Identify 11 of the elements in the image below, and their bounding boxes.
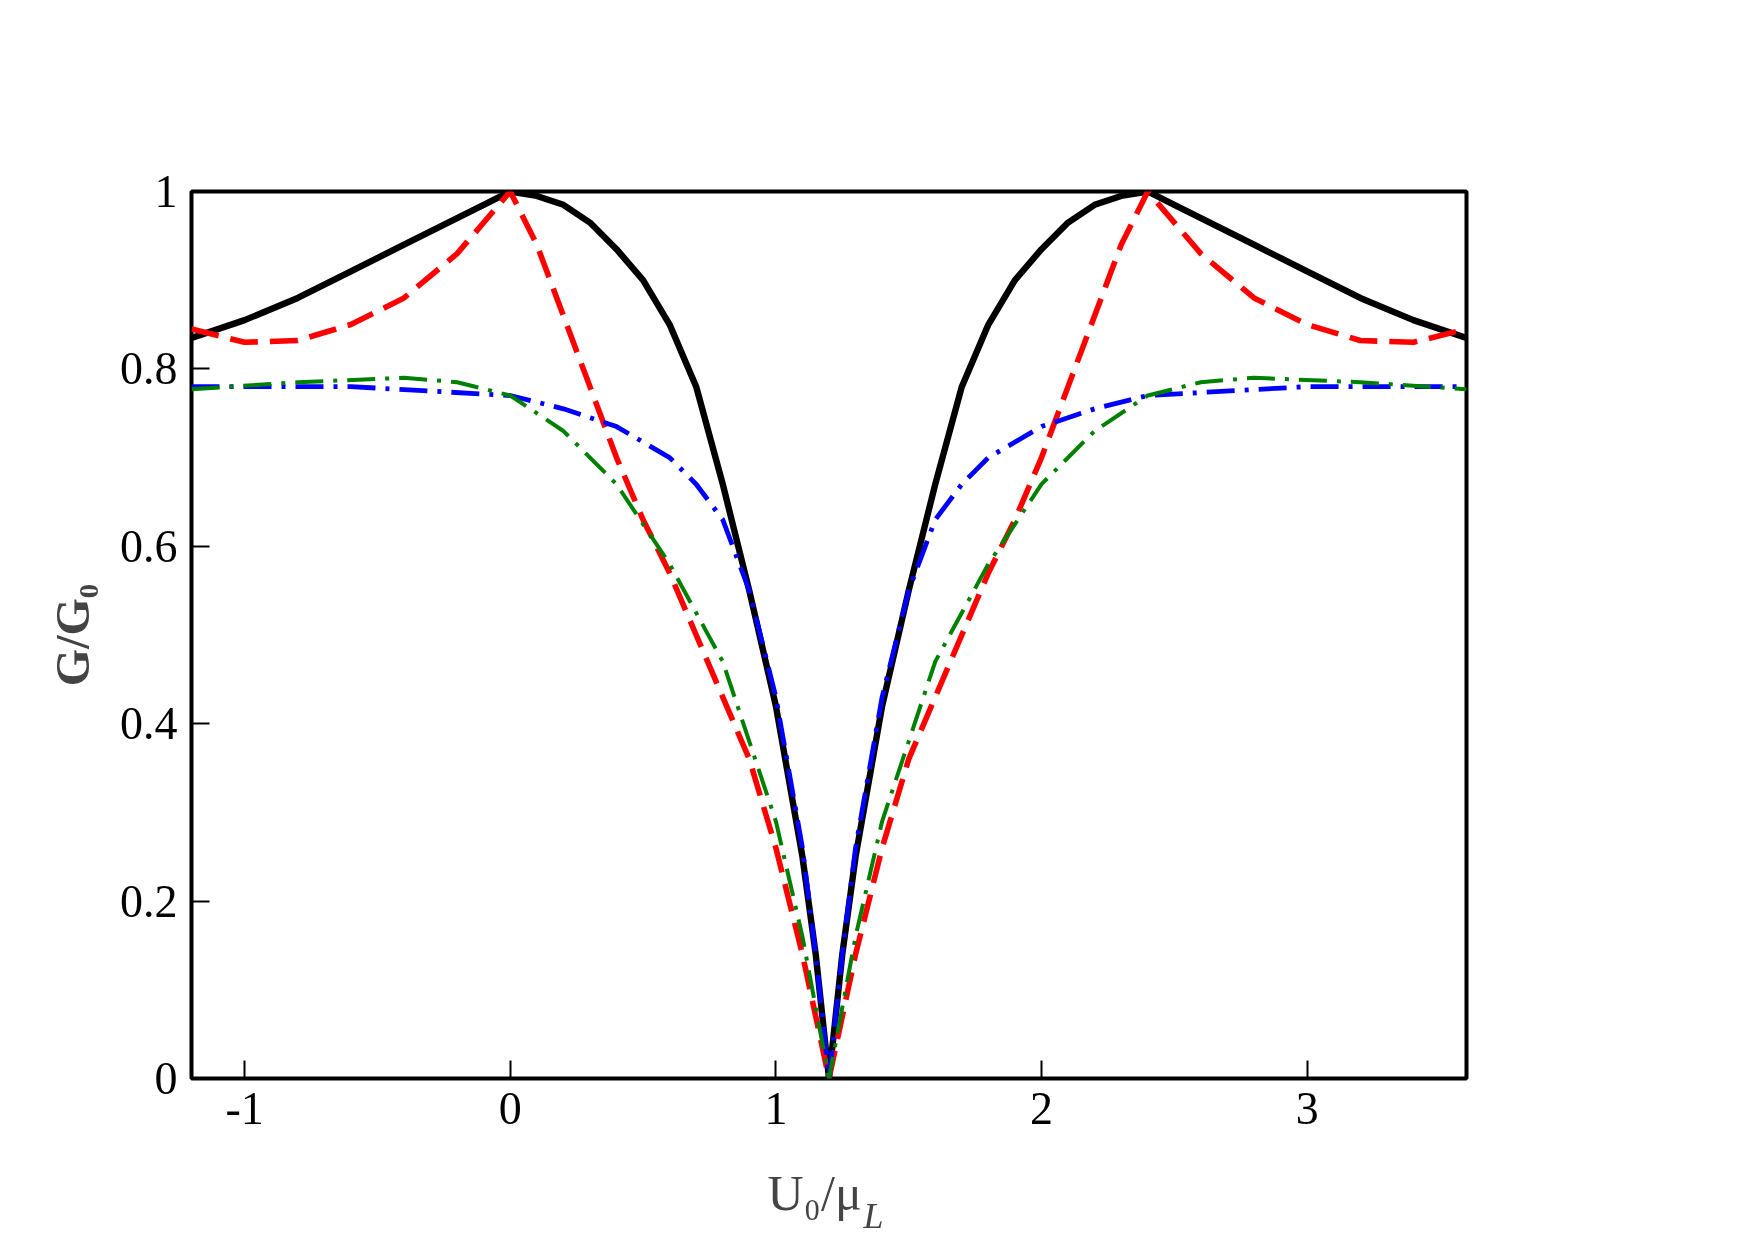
x-tick-label: -1 xyxy=(225,1082,264,1134)
x-tick-label: 2 xyxy=(1030,1082,1053,1134)
x-tick-label: 0 xyxy=(498,1082,522,1134)
y-tick-label: 1 xyxy=(154,166,178,217)
y-tick-label: 0.2 xyxy=(120,875,178,927)
y-tick-label: 0.6 xyxy=(120,520,178,572)
y-axis-title: G/G₀ xyxy=(46,583,99,687)
x-tick-label: 1 xyxy=(764,1082,788,1134)
y-tick-label: 0.4 xyxy=(120,698,178,750)
x-tick-label: 3 xyxy=(1295,1082,1319,1134)
y-tick-label: 0.8 xyxy=(120,343,178,395)
